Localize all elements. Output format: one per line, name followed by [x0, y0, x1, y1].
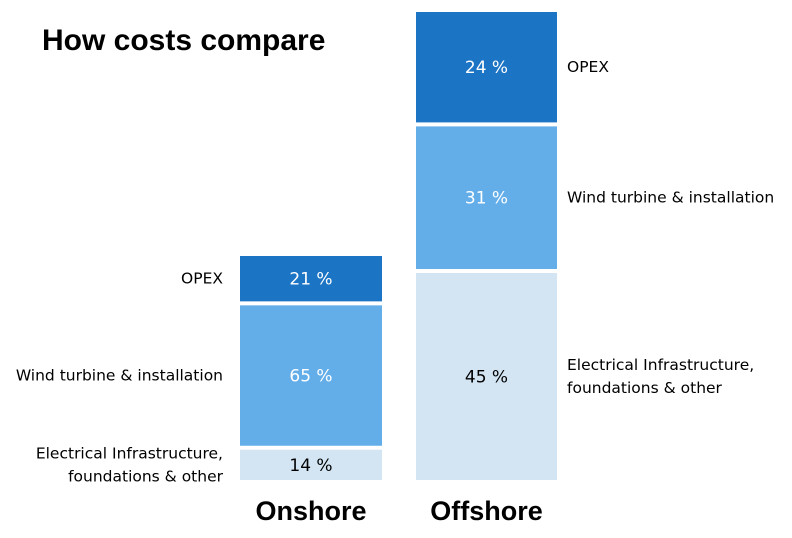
stacked-bars: 14 % Electrical Infrastructure, foundation…	[16, 12, 774, 526]
onshore-electrical-infrastructure-foundations-other-bar	[240, 449, 382, 480]
onshore-wind-turbine-installation-side-label: Wind turbine & installation	[16, 367, 223, 385]
onshore-opex-value-label: 21 %	[289, 270, 332, 290]
onshore-electrical-infrastructure-foundations-other-value-label: 14 %	[289, 456, 332, 476]
offshore-wind-turbine-installation-bar	[416, 126, 557, 270]
offshore-opex-bar	[416, 12, 557, 123]
offshore-electrical-infrastructure-foundations-other-bar	[416, 273, 557, 480]
offshore-category-label: Offshore	[430, 496, 543, 526]
onshore-wind-turbine-installation-bar	[240, 305, 382, 446]
onshore-category-label: Onshore	[255, 496, 366, 526]
offshore-opex-side-label: OPEX	[567, 58, 609, 76]
offshore-wind-turbine-installation-value-label: 31 %	[465, 189, 508, 209]
offshore-opex-value-label: 24 %	[465, 58, 508, 78]
onshore-electrical-infrastructure-foundations-other-side-label: Electrical Infrastructure, foundations & …	[36, 444, 224, 485]
offshore-electrical-infrastructure-foundations-other-value-label: 45 %	[465, 368, 508, 388]
offshore-wind-turbine-installation-side-label: Wind turbine & installation	[567, 189, 774, 207]
chart-title: How costs compare	[42, 24, 325, 57]
offshore-electrical-infrastructure-foundations-other-side-label: Electrical Infrastructure, foundations & …	[567, 356, 754, 397]
onshore-opex-side-label: OPEX	[181, 270, 223, 288]
onshore-opex-bar	[240, 256, 382, 302]
onshore-wind-turbine-installation-value-label: 65 %	[289, 367, 332, 387]
